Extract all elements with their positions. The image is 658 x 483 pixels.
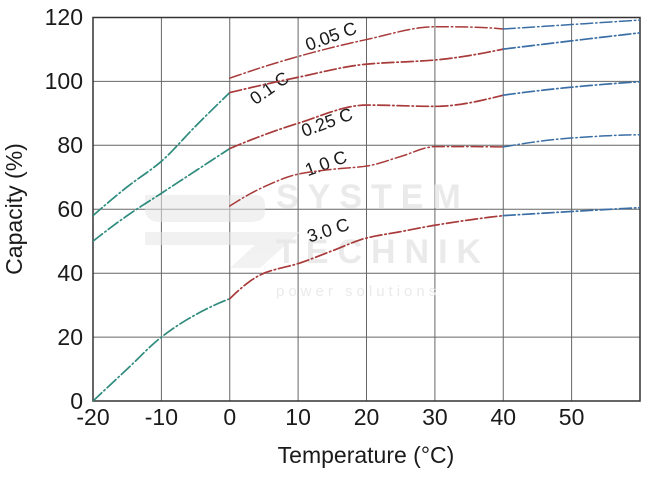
svg-text:60: 60: [57, 196, 83, 222]
svg-text:10: 10: [285, 404, 311, 430]
svg-text:Capacity (%): Capacity (%): [1, 143, 27, 275]
svg-text:power solutions: power solutions: [276, 283, 440, 300]
svg-text:40: 40: [490, 404, 516, 430]
svg-text:80: 80: [57, 132, 83, 158]
svg-text:50: 50: [559, 404, 585, 430]
svg-text:30: 30: [422, 404, 448, 430]
svg-text:SYSTEM: SYSTEM: [276, 178, 470, 216]
svg-text:Temperature (°C): Temperature (°C): [278, 442, 455, 468]
svg-text:-10: -10: [145, 404, 178, 430]
svg-text:100: 100: [45, 68, 83, 94]
svg-text:20: 20: [354, 404, 380, 430]
svg-text:120: 120: [45, 4, 83, 30]
svg-text:-20: -20: [76, 404, 109, 430]
svg-text:20: 20: [57, 324, 83, 350]
svg-text:0: 0: [223, 404, 236, 430]
svg-text:40: 40: [57, 260, 83, 286]
